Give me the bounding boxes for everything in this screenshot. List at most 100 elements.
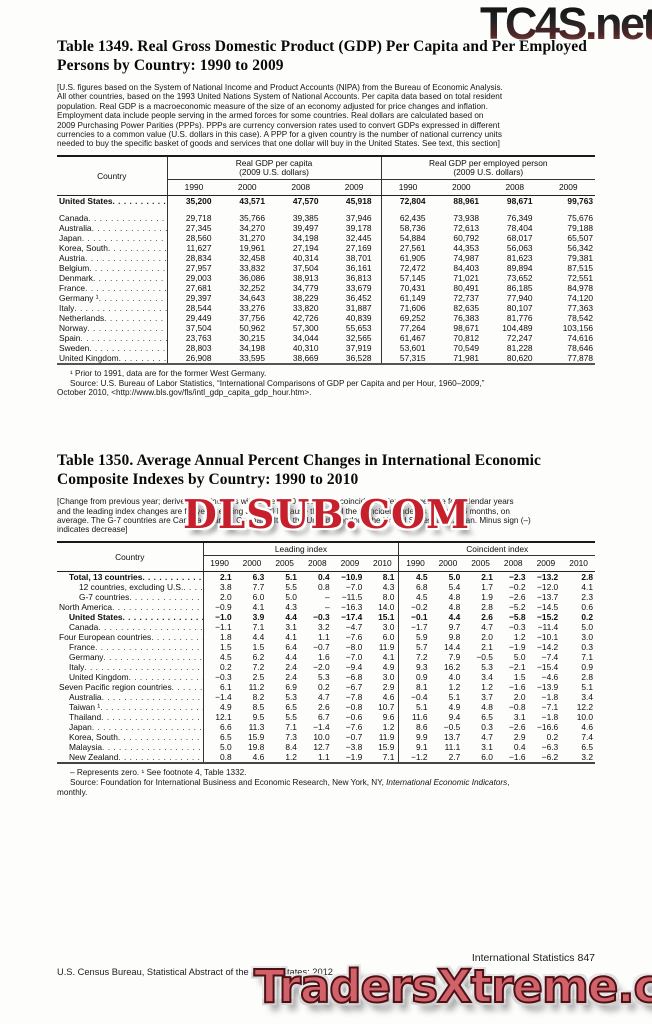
- value-cell: 40,839: [327, 312, 382, 323]
- value-cell: −1.9: [509, 642, 526, 653]
- value-cell: −9.4: [345, 662, 363, 673]
- value-cell: 9.3: [415, 662, 428, 673]
- table-row: Austria 28,834 32,458 40,314 38,701 61,905 74,…: [57, 252, 595, 263]
- value-cell: −0.3: [313, 612, 330, 623]
- value-cell: 61,149: [399, 292, 426, 303]
- value-cell: 2.8: [581, 672, 593, 683]
- value-cell: 4.9: [448, 702, 461, 713]
- value-cell: 77,940: [506, 292, 533, 303]
- value-cell: 7.3: [285, 732, 297, 743]
- value-cell: 88,961: [453, 195, 480, 206]
- value-cell: 4.8: [448, 602, 461, 613]
- value-cell: 81,776: [506, 312, 533, 323]
- value-cell: 57,145: [399, 272, 426, 283]
- value-cell: 27,169: [327, 242, 382, 253]
- value-cell: 38,701: [327, 252, 382, 263]
- table-row: Korea, South 6.5 15.9 7.3 10.0 −0.711.9 9.9 13.…: [57, 732, 595, 743]
- intro-line: 2009 Purchasing Power Parities (PPPs). P…: [57, 120, 500, 130]
- value-cell: 36,452: [327, 292, 382, 303]
- value-cell: 3.0: [366, 622, 400, 633]
- value-cell: 19,961: [239, 242, 265, 253]
- value-cell: 4.3: [285, 602, 297, 613]
- table-row: Canada 29,718 35,766 39,385 37,946 62,435 73,9…: [57, 212, 595, 223]
- value-cell: 61,467: [399, 332, 426, 343]
- value-cell: 8.1: [415, 682, 428, 693]
- value-cell: 2.4: [285, 672, 297, 683]
- country-label: Germany ¹: [59, 292, 99, 303]
- intro-line: needed to buy the specific basket of goo…: [57, 139, 500, 149]
- table-row: Netherlands 29,449 37,756 42,726 40,839 69,25…: [57, 312, 595, 323]
- year-header: 1990: [203, 555, 236, 573]
- country-label: Belgium: [59, 262, 90, 273]
- value-cell: 4.6: [252, 752, 265, 763]
- value-cell: 36,161: [327, 262, 382, 273]
- country-label-cell: Australia: [57, 222, 168, 233]
- value-cell: −11.5: [341, 592, 363, 603]
- value-cell: 37,504: [292, 262, 319, 273]
- country-label: 12 countries, excluding U.S.: [79, 582, 184, 593]
- country-label: Canada: [69, 622, 99, 633]
- value-cell: −13.9: [537, 682, 559, 693]
- table-row: Australia −1.4 8.2 5.3 4.7 −7.84.6 −0.4 5.1 3.7 2…: [57, 692, 595, 703]
- leader-dots: [113, 196, 166, 206]
- intro-line: [Change from previous year; derived from…: [57, 497, 514, 507]
- value-cell: 42,726: [292, 312, 319, 323]
- value-cell: 56,063: [506, 242, 533, 253]
- value-cell: 5.0: [513, 652, 526, 663]
- value-cell: 5.9: [415, 632, 428, 643]
- leader-dots: [84, 662, 202, 672]
- value-cell: 27,345: [185, 222, 212, 233]
- value-cell: 1.2: [366, 722, 400, 733]
- country-label-cell: Thailand: [57, 712, 204, 723]
- country-label: New Zealand: [69, 752, 119, 763]
- value-cell: 5.1: [448, 692, 461, 703]
- value-cell: 1.8: [220, 632, 232, 643]
- leader-dots: [100, 702, 202, 712]
- value-cell: 4.5: [415, 572, 428, 583]
- value-cell: −6.8: [345, 672, 363, 683]
- leader-dots: [85, 253, 166, 263]
- country-label: Netherlands: [59, 312, 105, 323]
- value-cell: 10.0: [313, 732, 330, 743]
- value-cell: 3.1: [513, 712, 526, 723]
- value-cell: 34,198: [239, 342, 265, 353]
- leader-dots: [89, 343, 166, 353]
- table-row: Germany 4.5 6.2 4.4 1.6 −7.04.1 7.2 7.9 −0.5 5.0 −…: [57, 652, 595, 663]
- leader-dots: [183, 582, 202, 592]
- value-cell: 3.4: [581, 692, 593, 703]
- value-cell: 4.1: [285, 632, 297, 643]
- value-cell: 74,120: [567, 292, 594, 303]
- value-cell: 2.5: [252, 672, 265, 683]
- title-line: Composite Indexes by Country: 1990 to 20…: [57, 470, 359, 488]
- value-cell: 1.5: [252, 642, 265, 653]
- value-cell: 7.1: [581, 652, 593, 663]
- country-label: G-7 countries: [79, 592, 130, 603]
- value-cell: 12.7: [313, 742, 330, 753]
- value-cell: 76,349: [506, 212, 533, 223]
- title-line: Persons by Country: 1990 to 2009: [57, 56, 284, 74]
- value-cell: −13.7: [537, 592, 559, 603]
- value-cell: 33,679: [327, 282, 382, 293]
- value-cell: 4.3: [366, 582, 400, 593]
- value-cell: 6.5: [481, 712, 493, 723]
- table-row: Australia 27,345 34,270 39,497 39,178 58,736 7…: [57, 222, 595, 233]
- value-cell: −0.3: [509, 622, 526, 633]
- table-row: Spain 23,763 30,215 34,044 32,565 61,467 70,81…: [57, 332, 595, 343]
- value-cell: −0.3: [215, 672, 232, 683]
- country-label-cell: Denmark: [57, 272, 168, 283]
- leader-dots: [129, 672, 202, 682]
- value-cell: 0.3: [481, 722, 493, 733]
- leader-dots: [102, 692, 202, 702]
- source-line: Source: Foundation for International Bus…: [70, 778, 510, 788]
- country-label-cell: Italy: [57, 302, 168, 313]
- value-cell: 58,736: [399, 222, 426, 233]
- value-cell: −5.2: [509, 602, 526, 613]
- value-cell: 62,435: [399, 212, 426, 223]
- intro-line: population. Real GDP is a macroeconomic …: [57, 101, 488, 111]
- intro-line: indicates decrease]: [57, 525, 128, 535]
- country-label: Malaysia: [69, 742, 103, 753]
- leader-dots: [123, 612, 202, 622]
- country-label-cell: 12 countries, excluding U.S.: [57, 582, 204, 593]
- value-cell: −6.7: [345, 682, 363, 693]
- year-header: 2009: [541, 179, 596, 196]
